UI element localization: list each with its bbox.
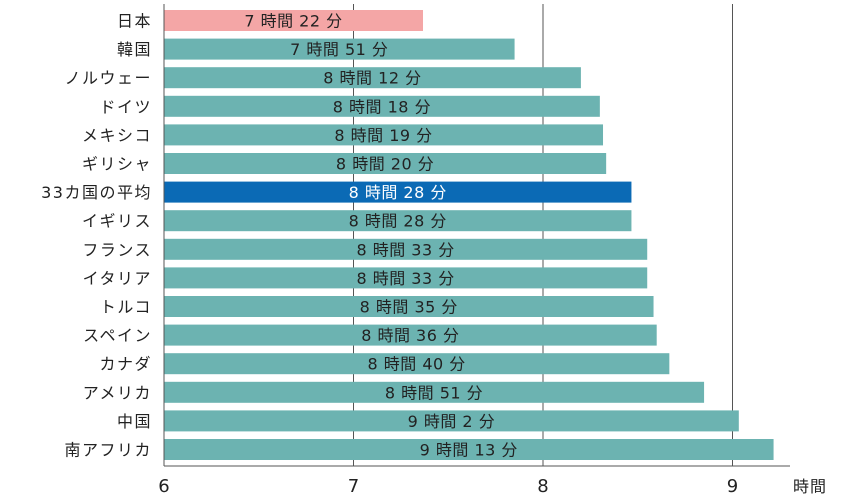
bar-value-label: 8 時間 33 分 [356,240,454,259]
category-label: フランス [82,240,152,259]
bar-5 [164,153,607,174]
bar-4 [164,124,604,146]
category-label: ノルウェー [64,69,152,88]
bar-value-label: 7 時間 51 分 [290,40,388,59]
category-label: トルコ [100,298,152,317]
bar-14 [164,410,739,432]
x-tick-label: 6 [158,476,169,497]
x-tick-label: 8 [537,476,548,497]
bar-value-label: 8 時間 51 分 [385,383,483,402]
x-tick-label: 7 [348,476,359,497]
bar-10 [164,296,654,317]
x-axis-title: 時間 [793,477,827,496]
category-label: 南アフリカ [64,441,152,460]
bar-12 [164,353,670,375]
bar-6 [164,181,632,203]
bar-value-label: 9 時間 13 分 [420,441,518,460]
bar-15 [164,439,774,460]
bar-value-label: 8 時間 35 分 [360,298,458,317]
category-label: イギリス [82,212,152,231]
category-label: メキシコ [82,126,152,145]
bar-13 [164,381,705,403]
bar-value-label: 9 時間 2 分 [408,412,496,431]
bar-value-label: 8 時間 40 分 [368,355,466,374]
bar-value-label: 8 時間 20 分 [336,155,434,174]
category-label: 33カ国の平均 [41,183,152,202]
category-label: イタリア [83,269,152,288]
category-label: 韓国 [117,40,152,59]
category-label: ギリシャ [82,155,152,174]
bar-7 [164,210,632,232]
bar-8 [164,238,648,260]
bar-value-label: 8 時間 18 分 [333,97,431,116]
bar-3 [164,95,600,117]
bar-value-label: 8 時間 33 分 [356,269,454,288]
category-label: 中国 [117,412,152,431]
category-label: カナダ [99,355,152,374]
bar-value-labels: 7 時間 22 分 7 時間 51 分 8 時間 12 分 8 時間 18 分 8 時間… [244,12,518,460]
bar-11 [164,324,657,346]
x-axis: 6 7 8 9 時間 [158,4,827,497]
bars [164,10,774,460]
category-label: スペイン [83,326,152,345]
bar-9 [164,267,648,289]
bar-value-label: 8 時間 19 分 [334,126,432,145]
bar-0 [164,10,423,31]
category-label: ドイツ [99,97,152,116]
category-label: アメリカ [83,383,152,402]
category-label: 日本 [117,12,152,31]
bar-value-label: 8 時間 12 分 [323,69,421,88]
x-tick-label: 9 [727,476,738,497]
bar-value-label: 8 時間 28 分 [349,183,447,202]
bar-1 [164,38,515,60]
bar-value-label: 7 時間 22 分 [244,12,342,31]
bar-value-label: 8 時間 28 分 [349,212,447,231]
bar-2 [164,67,581,89]
bar-value-label: 8 時間 36 分 [361,326,459,345]
